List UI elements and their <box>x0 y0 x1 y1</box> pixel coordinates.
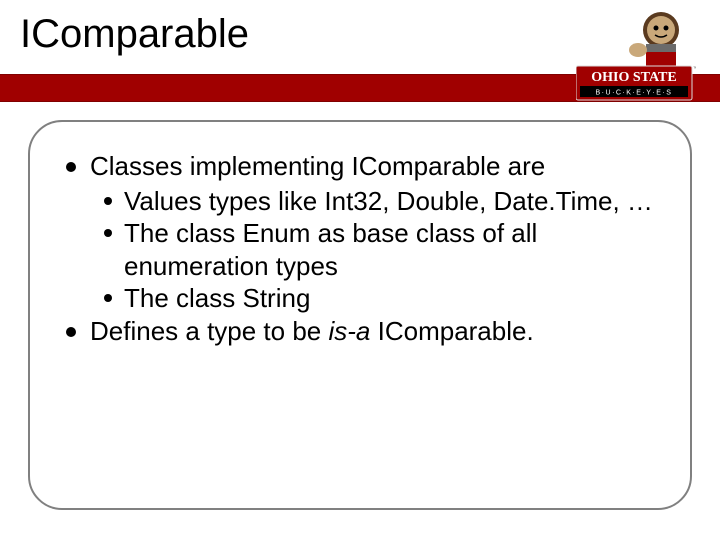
bullet-text: The class String <box>124 282 310 315</box>
bullet-text-pre: Defines a type to be <box>90 316 328 346</box>
sub-bullet-item: The class Enum as base class of all enum… <box>104 217 654 282</box>
bullet-dot-icon <box>66 162 76 172</box>
bullet-text-italic: is-a <box>328 316 370 346</box>
bullet-item: Classes implementing IComparable are <box>66 150 654 183</box>
bullet-text: The class Enum as base class of all enum… <box>124 217 654 282</box>
bullet-dot-icon <box>66 327 76 337</box>
logo-text-bottom: B·U·C·K·E·Y·E·S <box>596 90 673 97</box>
bullet-item: Defines a type to be is-a IComparable. <box>66 315 654 348</box>
logo-text-top: OHIO STATE <box>591 70 676 85</box>
sub-bullet-item: The class String <box>104 282 654 315</box>
bullet-text: Classes implementing IComparable are <box>90 150 545 183</box>
svg-text:™: ™ <box>693 66 696 72</box>
bullet-text-post: IComparable. <box>370 316 533 346</box>
sub-bullet-item: Values types like Int32, Double, Date.Ti… <box>104 185 654 218</box>
slide: IComparable OHIO STATE B·U·C·K·E·Y·E·S ™ <box>0 0 720 540</box>
bullet-text: Values types like Int32, Double, Date.Ti… <box>124 185 653 218</box>
ohio-state-logo-icon: OHIO STATE B·U·C·K·E·Y·E·S ™ <box>576 8 696 108</box>
bullet-dot-icon <box>104 229 112 237</box>
bullet-text: Defines a type to be is-a IComparable. <box>90 315 534 348</box>
bullet-dot-icon <box>104 197 112 205</box>
content-box: Classes implementing IComparable are Val… <box>28 120 692 510</box>
bullet-dot-icon <box>104 294 112 302</box>
